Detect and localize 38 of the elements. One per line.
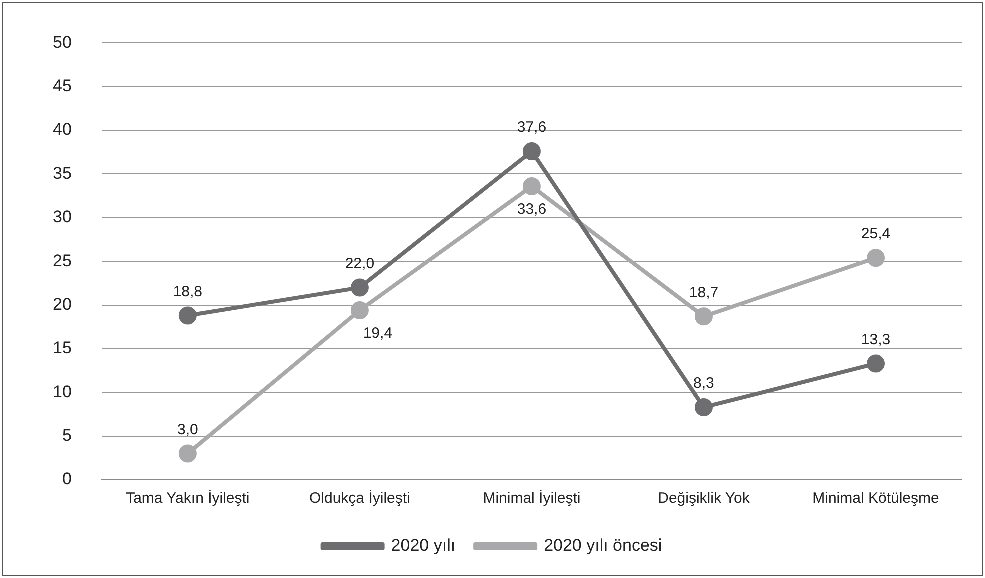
- point: [178, 444, 197, 463]
- y-tick-label: 20: [52, 294, 72, 314]
- data-label: 13,3: [861, 331, 891, 348]
- data-label: 22,0: [345, 255, 375, 272]
- x-tick-label: Minimal Kötüleşme: [812, 490, 940, 508]
- point: [522, 177, 541, 196]
- legend-label: 2020 yılı: [391, 536, 456, 556]
- y-tick-label: 30: [52, 208, 72, 227]
- point: [350, 302, 369, 320]
- y-tick-label: 15: [52, 338, 72, 358]
- data-label: 3,0: [177, 421, 198, 438]
- y-tick-label: 5: [62, 426, 72, 446]
- point: [350, 278, 369, 297]
- y-tick-label: 10: [52, 382, 72, 402]
- y-tick-label: 40: [52, 120, 72, 140]
- data-label: 18,8: [173, 283, 203, 300]
- x-tick-label: Değişiklik Yok: [658, 490, 750, 508]
- point: [178, 306, 197, 325]
- point: [694, 398, 713, 416]
- legend-label: 2020 yılı öncesi: [544, 536, 662, 556]
- point: [866, 354, 885, 373]
- data-label: 18,7: [689, 284, 719, 302]
- point: [522, 142, 541, 161]
- point: [866, 249, 885, 268]
- point: [694, 308, 713, 326]
- data-label: 25,4: [861, 226, 891, 243]
- y-tick-label: 0: [62, 470, 72, 489]
- data-label: 8,3: [694, 375, 714, 392]
- x-tick-label: Tama Yakın İyileşti: [126, 489, 250, 508]
- data-label: 19,4: [363, 325, 393, 342]
- y-tick-label: 35: [52, 164, 72, 183]
- y-tick-label: 45: [52, 76, 72, 96]
- y-tick-label: 50: [52, 32, 72, 52]
- y-tick-label: 25: [52, 251, 72, 270]
- x-tick-label: Minimal İyileşti: [483, 489, 581, 508]
- x-tick-label: Oldukça İyileşti: [310, 489, 410, 508]
- data-label: 33,6: [517, 201, 547, 218]
- data-label: 37,6: [517, 119, 547, 136]
